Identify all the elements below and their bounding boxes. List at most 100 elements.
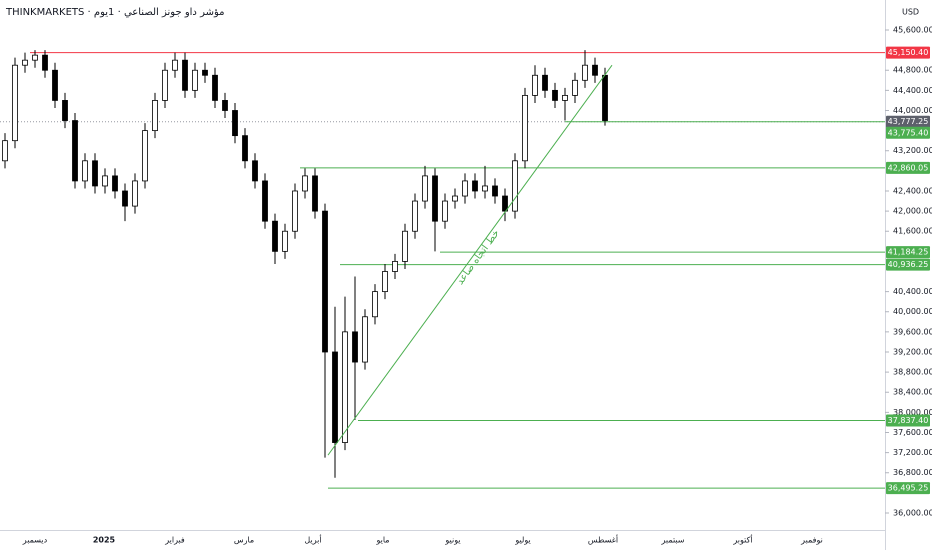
candle-body [362, 316, 368, 363]
x-tick-label: مارس [234, 536, 254, 545]
candle-body [152, 100, 158, 132]
x-tick-label: نوفمبر [800, 536, 823, 545]
candle-body [82, 160, 88, 182]
candle-body [312, 175, 318, 212]
candle-body [62, 100, 68, 121]
candle-body [372, 291, 378, 318]
candle-body [552, 89, 558, 101]
y-tick-label: 42,000.00 [893, 207, 932, 216]
candle-body [102, 175, 108, 187]
level-label-box [886, 482, 930, 495]
x-tick-label: أكتوبر [732, 535, 752, 545]
candle-body [602, 74, 608, 121]
candle-body [412, 200, 418, 232]
candle-body [262, 180, 268, 222]
candle-body [512, 160, 518, 212]
candle-body [142, 130, 148, 182]
chart-title: THINKMARKETS · مؤشر داو جونز الصناعي · 1… [5, 7, 225, 18]
candle-body [42, 54, 48, 71]
candle-body [352, 331, 358, 363]
candle-body [12, 64, 18, 142]
x-tick-label: 2025 [93, 536, 116, 545]
y-tick-label: 37,600.00 [893, 428, 932, 437]
level-label: 41,184.25 [888, 248, 929, 257]
candle-body [522, 94, 528, 162]
candle-body [482, 185, 488, 192]
x-tick-label: أبريل [304, 535, 321, 545]
x-tick-label: أغسطس [588, 535, 618, 545]
x-tick-label: مايو [375, 536, 389, 545]
y-tick-label: 41,600.00 [893, 227, 932, 236]
y-tick-label: 40,000.00 [893, 307, 932, 316]
y-tick-label: 36,000.00 [893, 508, 932, 517]
candle-body [72, 120, 78, 182]
candle-body [292, 190, 298, 232]
level-label: 37,837.40 [888, 416, 929, 425]
candle-body [182, 59, 188, 91]
level-label: 45,150.40 [888, 48, 929, 57]
candle-body [422, 175, 428, 202]
currency: USD [902, 8, 919, 17]
candle-body [342, 331, 348, 443]
y-tick-label: 37,200.00 [893, 448, 932, 457]
level-label-box [886, 258, 930, 271]
y-tick-label: 38,000.00 [893, 408, 932, 417]
x-tick-label: يوليو [514, 536, 530, 545]
level-label-box [886, 246, 930, 259]
candle-body [452, 195, 458, 202]
candle-body [562, 94, 568, 101]
candle-body [92, 160, 98, 187]
y-tick-label: 38,800.00 [893, 368, 932, 377]
candle-body [472, 180, 478, 192]
candle-body [322, 210, 328, 353]
y-tick-label: 45,600.00 [893, 25, 932, 34]
candle-body [122, 190, 128, 207]
level-label-box [886, 161, 930, 174]
candle-body [492, 185, 498, 197]
y-tick-label: 38,400.00 [893, 388, 932, 397]
y-tick-label: 36,800.00 [893, 468, 932, 477]
level-label: 42,860.05 [888, 163, 929, 172]
candle-body [112, 175, 118, 192]
candle-body [222, 100, 228, 111]
candle-body [432, 175, 438, 222]
candle-body [572, 79, 578, 96]
y-tick-label: 44,000.00 [893, 106, 932, 115]
candle-body [542, 74, 548, 91]
candle-body [32, 54, 38, 61]
trend-line [327, 64, 613, 456]
level-label: 43,775.40 [888, 128, 929, 137]
candle-body [52, 69, 58, 101]
y-tick-label: 42,400.00 [893, 186, 932, 195]
x-tick-label: يونيو [444, 536, 460, 545]
candle-body [272, 220, 278, 252]
candle-body [582, 64, 588, 81]
candle-body [382, 271, 388, 293]
level-label: 43,777.25 [888, 117, 929, 126]
candle-body [332, 351, 338, 443]
candle-body [172, 59, 178, 71]
candle-body [232, 110, 238, 137]
x-tick-label: ديسمبر [22, 536, 48, 545]
candle-body [2, 140, 8, 162]
level-label-box [886, 414, 930, 427]
y-tick-label: 43,200.00 [893, 146, 932, 155]
candle-body [212, 74, 218, 101]
candle-body [252, 160, 258, 182]
level-label-box [886, 115, 930, 128]
candle-body [392, 261, 398, 272]
candle-body [242, 135, 248, 162]
candle-body [592, 64, 598, 76]
y-tick-label: 44,800.00 [893, 66, 932, 75]
candle-body [502, 195, 508, 212]
candle-body [192, 69, 198, 91]
level-label-box [886, 46, 930, 59]
y-tick-label: 39,200.00 [893, 347, 932, 356]
candle-body [22, 59, 28, 66]
candle-body [202, 69, 208, 76]
candle-body [282, 230, 288, 252]
candle-body [442, 200, 448, 222]
candle-body [462, 180, 468, 197]
y-tick-label: 44,400.00 [893, 86, 932, 95]
